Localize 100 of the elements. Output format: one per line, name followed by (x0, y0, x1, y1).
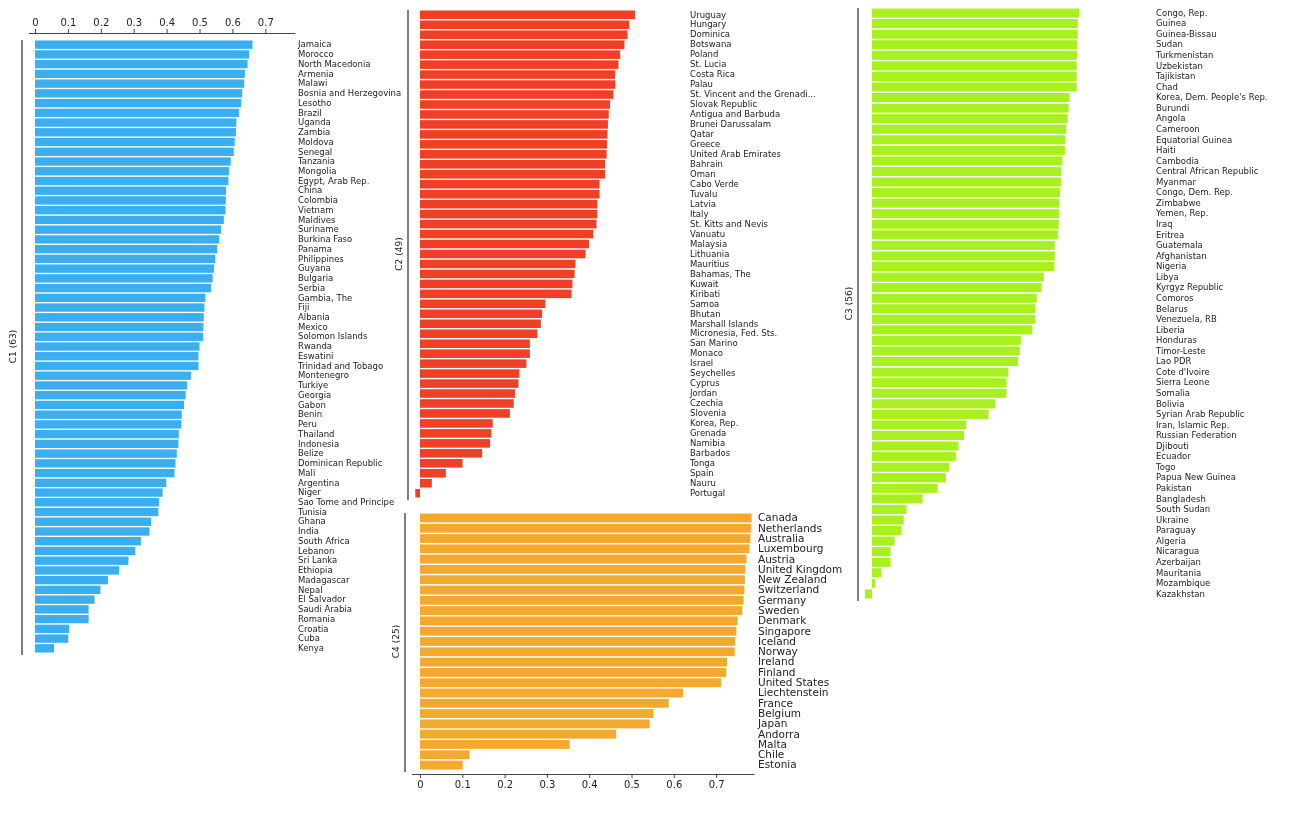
y-tick-label: Portugal (690, 487, 726, 498)
y-tick-label: Denmark (758, 614, 808, 627)
y-tick-label: Malaysia (690, 238, 728, 249)
y-tick-label: Eswatini (298, 350, 334, 361)
y-tick-label: Benin (298, 409, 323, 420)
bar (420, 219, 597, 229)
y-tick-label: Iran, Islamic Rep. (1156, 419, 1230, 430)
y-tick-label: Nepal (298, 584, 323, 595)
y-tick-label: Uruguay (690, 9, 727, 20)
y-tick-label: Italy (690, 208, 709, 219)
x-tick-label: 0.2 (93, 17, 110, 28)
y-tick-label: Botswana (690, 39, 732, 50)
y-tick-label: Tajikistan (1155, 71, 1196, 82)
x-tick-label: 0.1 (60, 17, 77, 28)
y-tick-label: Saudi Arabia (298, 604, 352, 615)
y-tick-label: Switzerland (758, 583, 820, 596)
bar (872, 578, 876, 588)
y-tick-label: Dominica (690, 29, 731, 40)
bar (420, 229, 594, 239)
y-tick-label: Sierra Leone (1156, 377, 1210, 388)
bar (420, 269, 575, 279)
y-tick-label: Cambodia (1156, 155, 1199, 166)
y-tick-label: Morocco (298, 49, 334, 60)
y-tick-label: Timor-Leste (1155, 345, 1206, 356)
y-tick-label: Mauritius (690, 258, 730, 269)
bar (420, 239, 589, 249)
x-tick-label: 0.3 (539, 779, 556, 791)
y-tick-label: Moldova (298, 136, 334, 147)
y-tick-label: Croatia (298, 623, 329, 634)
y-tick-label: South Africa (298, 535, 350, 546)
y-tick-label: Spain (690, 468, 714, 478)
y-tick-label: Fiji (298, 302, 310, 313)
y-tick-label: Greece (690, 139, 721, 150)
y-tick-label: Georgia (298, 389, 332, 400)
y-tick-label: Paraguay (1156, 525, 1196, 536)
y-tick-label: Cameroon (1156, 123, 1200, 134)
y-tick-label: Latvia (690, 198, 716, 209)
y-tick-label: United States (758, 676, 830, 689)
bar (420, 585, 745, 595)
y-tick-label: France (758, 696, 793, 709)
bar (872, 430, 965, 441)
bar (420, 760, 463, 770)
y-tick-label: Central African Republic (1156, 166, 1259, 177)
y-tick-label: Sweden (758, 603, 800, 616)
y-tick-label: Tunisia (297, 506, 328, 517)
y-tick-label: Afghanistan (1156, 250, 1207, 261)
bar (420, 209, 598, 219)
y-tick-label: Somalia (1156, 387, 1191, 398)
y-tick-label: Cote d'Ivoire (1156, 366, 1210, 377)
bar (420, 199, 598, 209)
y-tick-label: Jordan (689, 388, 718, 399)
bar (420, 513, 752, 523)
bar (35, 546, 136, 556)
y-tick-label: Sudan (1156, 39, 1183, 50)
y-tick-label: Colombia (298, 195, 338, 206)
y-tick-label: Sri Lanka (298, 555, 338, 566)
y-tick-label: St. Kitts and Nevis (690, 218, 769, 229)
y-tick-label: Vanuatu (690, 228, 726, 239)
y-tick-label: Angola (1156, 113, 1186, 124)
y-tick-label: India (298, 526, 319, 537)
y-tick-label: Uganda (298, 117, 331, 128)
y-tick-label: Chad (1156, 81, 1178, 92)
y-tick-label: Slovak Republic (690, 99, 758, 110)
y-tick-label: Liberia (1156, 324, 1185, 335)
y-tick-label: Hungary (690, 19, 727, 30)
y-tick-label: Tonga (689, 458, 715, 469)
y-tick-label: Kazakhstan (1156, 588, 1205, 599)
y-tick-label: Canada (758, 511, 798, 524)
y-tick-label: Qatar (690, 129, 715, 140)
y-tick-label: Burkina Faso (298, 234, 353, 245)
y-tick-label: Nigeria (1156, 261, 1187, 272)
y-tick-label: Argentina (298, 477, 340, 488)
y-tick-label: Lebanon (298, 545, 335, 556)
y-tick-label: Equatorial Guinea (1156, 134, 1233, 145)
y-tick-label: Syrian Arab Republic (1156, 409, 1245, 420)
y-tick-label: Barbados (690, 448, 731, 459)
y-tick-label: Peru (298, 419, 317, 430)
y-tick-label: Papua New Guinea (1156, 472, 1237, 483)
y-tick-label: Seychelles (690, 368, 736, 379)
y-tick-label: Cuba (298, 633, 320, 644)
y-tick-label: Bangladesh (1156, 493, 1206, 504)
y-axis-title: C3 (56) (844, 286, 854, 321)
y-tick-label: Malta (758, 737, 787, 750)
y-tick-label: Thailand (297, 428, 335, 439)
y-tick-label: Germany (758, 593, 807, 606)
x-tick-label: 0.1 (454, 779, 471, 791)
bar (35, 176, 229, 186)
y-tick-label: Senegal (298, 146, 333, 157)
bar (420, 688, 684, 698)
bar (420, 279, 573, 289)
x-tick-label: 0.4 (581, 779, 598, 791)
y-tick-label: Mauritania (1156, 567, 1202, 578)
y-tick-label: Djibouti (1156, 440, 1189, 451)
y-tick-label: Austria (758, 552, 796, 565)
y-tick-label: Armenia (298, 68, 334, 79)
y-tick-label: Maldives (298, 214, 336, 225)
y-tick-label: Kenya (298, 643, 325, 654)
y-tick-label: South Sudan (1156, 504, 1211, 515)
y-tick-label: Trinidad and Tobago (297, 360, 384, 371)
y-tick-label: Mexico (298, 321, 328, 332)
